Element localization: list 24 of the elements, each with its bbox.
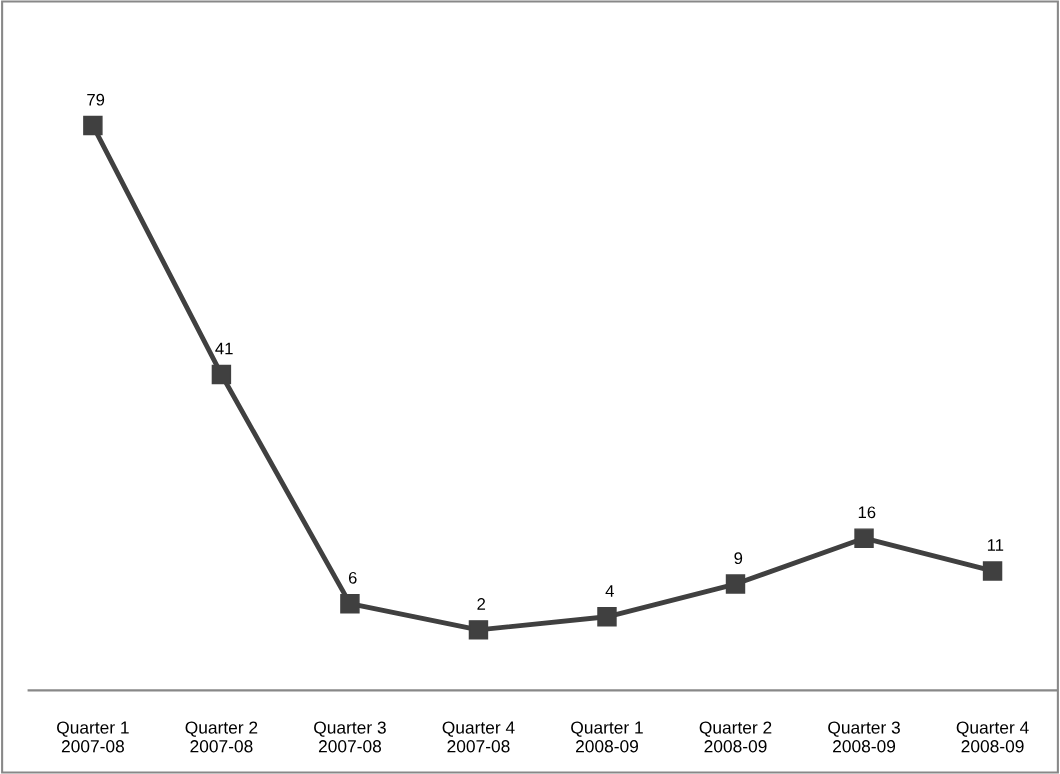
data-label: 2 [477,598,486,610]
data-label: 79 [87,93,105,106]
x-tick-label: Quarter 3 2008-09 [828,721,900,753]
point [340,593,360,614]
data-label: 11 [987,539,1004,551]
data-label: 6 [348,571,357,584]
x-tick-label: Quarter 2 2008-09 [699,721,772,753]
x-tick-label: Quarter 4 2007-08 [442,721,515,753]
point [468,620,489,640]
data-label: 16 [858,506,876,519]
data-label: 9 [734,552,743,565]
point [725,574,746,594]
x-tick-label: Quarter 3 2007-08 [314,721,386,753]
point [83,115,103,136]
data-label: 4 [605,585,614,597]
point [982,561,1003,581]
x-tick-label: Quarter 1 2007-08 [57,721,129,753]
point [854,528,874,548]
point [597,607,617,627]
point [211,364,232,385]
x-tick-label: Quarter 2 2007-08 [185,721,258,753]
data-label: 41 [215,342,233,355]
x-tick-label: Quarter 4 2008-09 [956,721,1029,753]
x-tick-label: Quarter 1 2008-09 [571,721,643,753]
